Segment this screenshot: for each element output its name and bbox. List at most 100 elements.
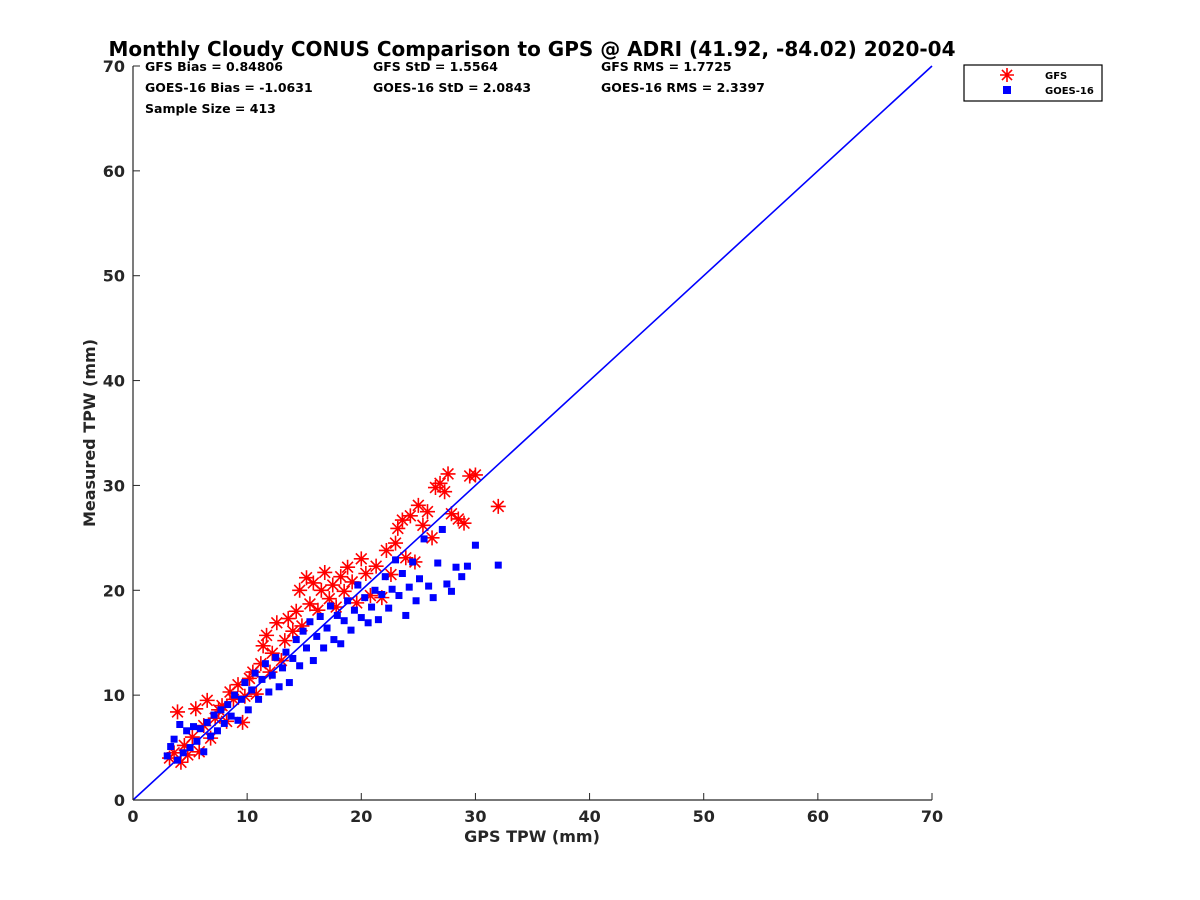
gfs-point xyxy=(462,468,478,484)
gfs-point xyxy=(235,714,251,730)
goes16-point xyxy=(285,679,293,687)
goes16-point xyxy=(272,653,280,661)
goes16-point xyxy=(388,585,396,593)
axes: 0 10 20 30 40 50 60 70 0 10 20 30 40 50 60 70 xyxy=(103,57,943,826)
goes16-point xyxy=(337,640,345,648)
goes16-point xyxy=(354,581,362,589)
goes16-point xyxy=(438,525,446,533)
gfs-point xyxy=(344,574,360,590)
x-tick-label: 60 xyxy=(807,807,829,826)
gfs-point xyxy=(253,656,269,672)
gfs-point xyxy=(432,475,448,491)
goes16-point xyxy=(289,654,297,662)
goes16-point xyxy=(463,562,471,570)
goes16-point xyxy=(429,594,437,602)
gfs-point xyxy=(358,566,374,582)
gfs-point xyxy=(288,603,304,619)
gfs-point xyxy=(353,551,369,567)
legend-label-gfs: GFS xyxy=(1045,71,1067,82)
goes16-point xyxy=(220,719,228,727)
gfs-point xyxy=(255,638,271,654)
gfs-point xyxy=(340,559,356,575)
y-ticks: 0 10 20 30 40 50 60 70 xyxy=(103,57,140,810)
goes16-point xyxy=(323,624,331,632)
goes16-point xyxy=(282,648,290,656)
goes16-point xyxy=(452,563,460,571)
goes16-point xyxy=(183,727,191,735)
gfs-point xyxy=(199,692,215,708)
gfs-point xyxy=(241,670,257,686)
gfs-point xyxy=(222,684,238,700)
gfs-point xyxy=(170,704,186,720)
goes16-point xyxy=(292,636,300,644)
goes16-point xyxy=(313,632,321,640)
y-axis-label: Measured TPW (mm) xyxy=(80,339,99,527)
gfs-point xyxy=(302,596,318,612)
goes16-point xyxy=(371,586,379,594)
x-tick-label: 30 xyxy=(464,807,486,826)
gfs-point xyxy=(390,520,406,536)
gfs-point xyxy=(419,504,435,520)
legend-marker-gfs xyxy=(1000,68,1014,82)
y-tick-label: 70 xyxy=(103,57,125,76)
gfs-point xyxy=(180,747,196,763)
goes16-point xyxy=(261,660,269,668)
chart-title: Monthly Cloudy CONUS Comparison to GPS @… xyxy=(108,37,955,61)
x-tick-label: 20 xyxy=(350,807,372,826)
gfs-point xyxy=(214,698,230,714)
gfs-point xyxy=(325,577,341,593)
goes16-point xyxy=(241,679,249,687)
gfs-point xyxy=(402,508,418,524)
goes16-point xyxy=(176,721,184,729)
gfs-point xyxy=(467,467,483,483)
plot-area xyxy=(132,65,933,801)
goes16-point xyxy=(347,626,355,634)
gfs-point xyxy=(191,744,207,760)
gfs-point xyxy=(437,484,453,500)
gfs-point xyxy=(292,582,308,598)
goes16-point xyxy=(265,688,273,696)
x-tick-label: 10 xyxy=(236,807,258,826)
y-tick-label: 40 xyxy=(103,372,125,391)
goes16-point xyxy=(251,669,259,677)
goes16-point xyxy=(420,535,428,543)
gfs-point xyxy=(336,583,352,599)
goes16-point xyxy=(385,604,393,612)
goes16-point xyxy=(196,725,204,733)
goes16-point xyxy=(412,597,420,605)
gfs-point xyxy=(313,582,329,598)
legend-label-goes16: GOES-16 xyxy=(1045,86,1094,97)
y-tick-label: 50 xyxy=(103,267,125,286)
goes16-point xyxy=(213,727,221,735)
stat-goes-std: GOES-16 StD = 2.0843 xyxy=(373,80,531,95)
goes16-point xyxy=(234,716,242,724)
gfs-point xyxy=(424,530,440,546)
goes16-point xyxy=(409,558,417,566)
y-tick-label: 30 xyxy=(103,476,125,495)
goes16-point xyxy=(244,706,252,714)
stat-goes-bias: GOES-16 Bias = -1.0631 xyxy=(145,80,313,95)
gfs-point xyxy=(264,645,280,661)
goes16-point xyxy=(231,691,239,699)
gfs-point xyxy=(383,567,399,583)
goes16-point xyxy=(163,752,171,760)
goes16-point xyxy=(434,559,442,567)
goes16-point xyxy=(275,683,283,691)
stat-gfs-rms: GFS RMS = 1.7725 xyxy=(601,59,732,74)
x-tick-label: 40 xyxy=(578,807,600,826)
gfs-point xyxy=(225,691,241,707)
x-ticks: 0 10 20 30 40 50 60 70 xyxy=(127,793,943,826)
gfs-point xyxy=(368,558,384,574)
gfs-point xyxy=(410,497,426,513)
goes16-point xyxy=(306,618,314,626)
gfs-point xyxy=(415,517,431,533)
goes16-point xyxy=(425,582,433,590)
goes16-point xyxy=(374,616,382,624)
goes16-point xyxy=(224,701,232,709)
gfs-point xyxy=(440,466,456,482)
goes16-point xyxy=(200,748,208,756)
goes16-point xyxy=(398,570,406,578)
goes16-point xyxy=(189,723,197,731)
goes16-point xyxy=(268,671,276,679)
